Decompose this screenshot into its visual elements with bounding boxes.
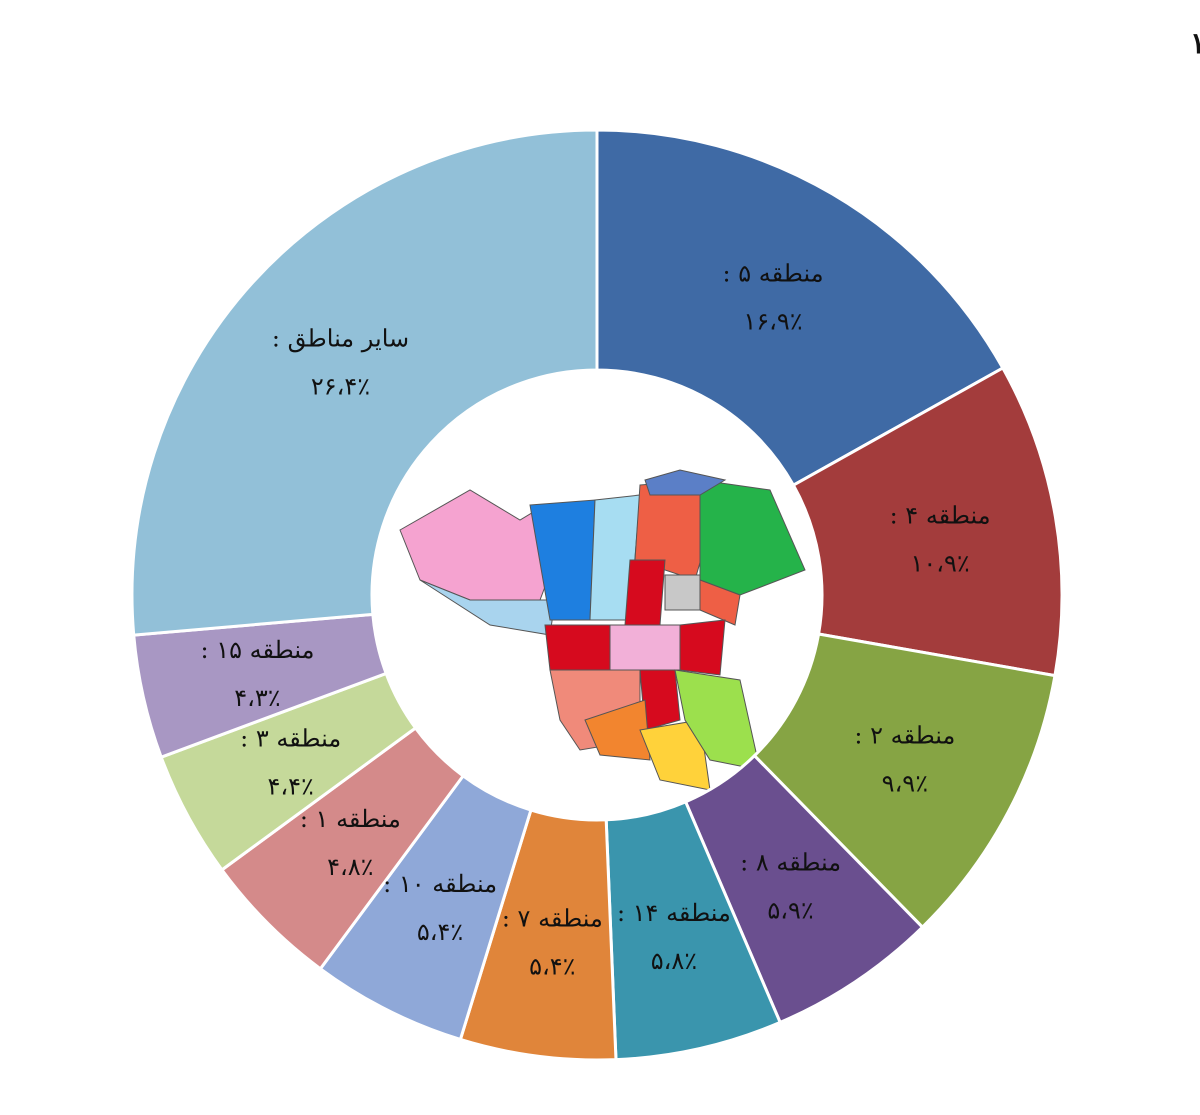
donut-segment xyxy=(752,632,1057,930)
segment-label: منطقه ۱ : xyxy=(300,805,401,833)
chart-title: توزیع مناطق شهر تهران برحسب سهم از تعداد… xyxy=(1190,26,1200,61)
value-label: ۲۶،۴٪ xyxy=(311,372,370,400)
value-label: ۵،۹٪ xyxy=(767,897,813,925)
segment-label: منطقه ۷ : xyxy=(502,905,603,933)
segment-label: سایر مناطق : xyxy=(272,324,409,352)
segment-label: منطقه ۲ : xyxy=(854,722,955,750)
map-region xyxy=(544,624,611,671)
map-region xyxy=(584,699,651,761)
value-label: ۱۶،۹٪ xyxy=(743,307,802,335)
value-label: ۱۰،۹٪ xyxy=(910,549,969,577)
donut-segment xyxy=(130,128,599,637)
value-label: ۵،۴٪ xyxy=(529,953,575,981)
segment-label: منطقه ۴ : xyxy=(890,501,991,529)
map-region xyxy=(699,579,741,626)
value-label: ۵،۴٪ xyxy=(417,918,463,946)
value-label: ۴،۸٪ xyxy=(327,853,373,881)
value-label: ۴،۳٪ xyxy=(234,684,280,712)
segment-label: منطقه ۱۰ : xyxy=(383,870,497,898)
segment-label: منطقه ۳ : xyxy=(240,725,341,753)
map-region xyxy=(664,574,701,611)
map-region xyxy=(674,669,761,771)
map-region xyxy=(699,479,806,596)
value-label: ۴،۴٪ xyxy=(267,773,313,801)
segment-label: منطقه ۵ : xyxy=(723,259,824,287)
value-label: ۹،۹٪ xyxy=(882,770,928,798)
donut-segment xyxy=(791,365,1064,678)
segment-label: منطقه ۸ : xyxy=(740,849,841,877)
map-region xyxy=(624,559,666,626)
value-label: ۵،۸٪ xyxy=(651,947,697,975)
center-map xyxy=(399,469,806,791)
segment-label: منطقه ۱۴ : xyxy=(617,899,731,927)
donut-segment xyxy=(595,128,1005,488)
map-region xyxy=(644,469,727,496)
map-region xyxy=(609,624,681,671)
map-region xyxy=(679,619,726,676)
segment-label: منطقه ۱۵ : xyxy=(201,636,315,664)
